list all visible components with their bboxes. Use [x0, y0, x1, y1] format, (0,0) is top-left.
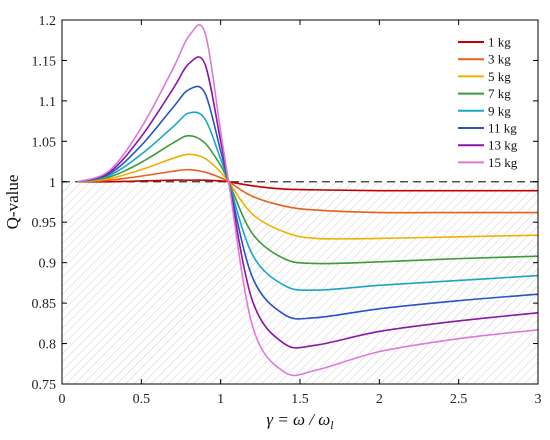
x-tick-label: 1.5 [291, 392, 309, 407]
y-tick-label: 0.95 [32, 216, 57, 231]
legend-label: 11 kg [488, 121, 517, 136]
y-tick-label: 0.9 [39, 257, 57, 272]
series-line-3-kg [77, 168, 538, 214]
x-tick-label: 3 [535, 392, 542, 407]
y-axis-title: Q-value [3, 175, 22, 230]
x-axis: 0 0.5 1 1.5 2 2.5 3 [59, 20, 542, 407]
y-tick-label: 1 [49, 176, 56, 191]
legend-label: 15 kg [488, 155, 518, 170]
y-tick-label: 1.1 [39, 95, 57, 110]
legend: 1 kg 3 kg 5 kg 7 kg 9 kg 11 kg 13 kg 15 kg [458, 35, 518, 170]
legend-label: 1 kg [488, 35, 511, 50]
series-group [77, 24, 538, 377]
x-axis-title: γ = ω / ωl [266, 410, 334, 432]
y-tick-label: 0.85 [32, 297, 57, 312]
x-tick-label: 0 [59, 392, 66, 407]
legend-label: 7 kg [488, 86, 511, 101]
y-tick-label: 1.15 [32, 54, 57, 69]
x-tick-label: 1 [217, 392, 224, 407]
series-line-15-kg [77, 24, 538, 377]
x-axis-title-subscript: l [330, 418, 334, 432]
series-line-7-kg [77, 134, 538, 265]
legend-label: 3 kg [488, 52, 511, 67]
x-tick-label: 2 [376, 392, 383, 407]
x-tick-label: 0.5 [133, 392, 151, 407]
series-line-1-kg [77, 179, 538, 192]
hatched-region [62, 181, 538, 384]
y-tick-label: 1.05 [32, 135, 57, 150]
y-tick-label: 0.8 [39, 338, 57, 353]
y-tick-label: 1.2 [39, 14, 57, 29]
y-tick-label: 0.75 [32, 378, 57, 393]
legend-label: 5 kg [488, 69, 511, 84]
legend-label: 9 kg [488, 103, 511, 118]
legend-label: 13 kg [488, 138, 518, 153]
x-axis-title-main: γ = ω / ω [266, 410, 330, 429]
x-tick-label: 2.5 [450, 392, 468, 407]
y-axis: 0.75 0.8 0.85 0.9 0.95 1 1.05 1.1 1.15 1.2 [32, 14, 538, 393]
series-line-5-kg [77, 153, 538, 240]
